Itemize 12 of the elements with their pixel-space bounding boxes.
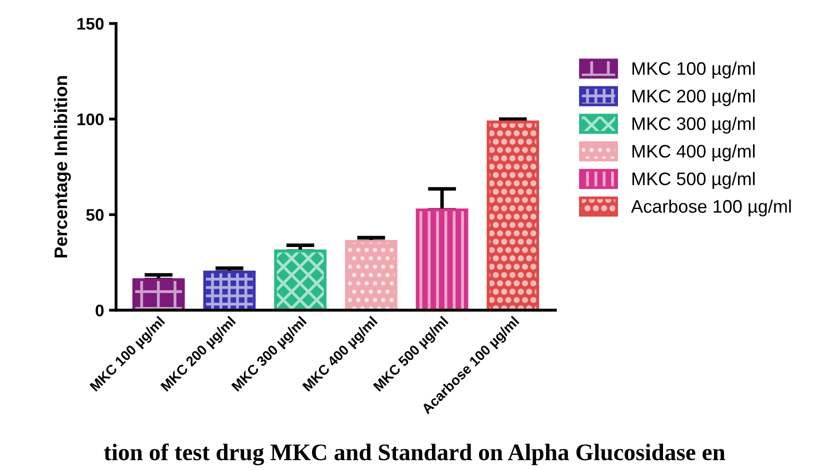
y-axis-title: Percentage Inhibition bbox=[54, 76, 71, 258]
y-tick-label: 0 bbox=[96, 304, 104, 316]
text: tion of test drug MKC and Standard on Alpha Glucosidase en bbox=[104, 443, 726, 466]
legend-label: MKC 200 µg/ml bbox=[632, 89, 755, 106]
legend-label: MKC 400 µg/ml bbox=[632, 144, 755, 162]
legend-label: MKC 100 µg/ml bbox=[632, 62, 755, 79]
y-tick-label: 100 bbox=[78, 113, 104, 126]
legend-label: Acarbose 100 µg/ml bbox=[631, 200, 791, 216]
y-tick-label: 50 bbox=[86, 209, 104, 221]
legend-label: MKC 500 µg/ml bbox=[632, 172, 755, 189]
legend-label: MKC 300 µg/ml bbox=[632, 116, 755, 134]
y-tick-label: 150 bbox=[78, 18, 104, 30]
